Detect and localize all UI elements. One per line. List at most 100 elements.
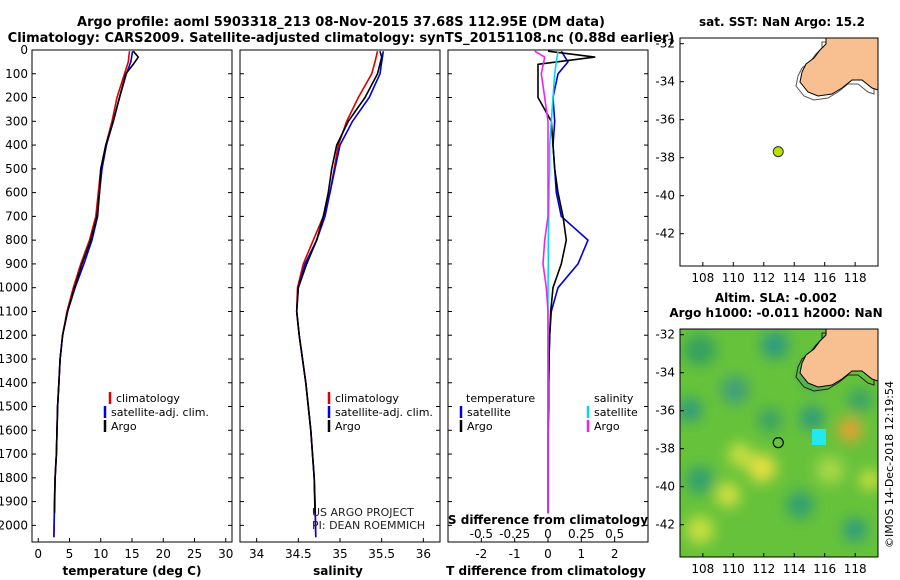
top-map-content: [680, 38, 878, 266]
argo-float-marker: [772, 146, 784, 158]
legend-satellite-label: satellite-adj. clim.: [335, 406, 433, 419]
map-lat-label: -34: [655, 366, 675, 380]
map-lon-label: 118: [844, 271, 867, 285]
depth-tick-label: 900: [5, 257, 28, 271]
x-tick-label: -2: [475, 547, 487, 561]
depth-tick-label: 1900: [0, 495, 28, 509]
x-tick-label: 30: [218, 547, 233, 561]
profile-line-argo: [53, 50, 140, 514]
x-tick-label: 34: [249, 547, 264, 561]
legend-satellite-label: satellite-adj. clim.: [111, 406, 209, 419]
depth-tick-label: 700: [5, 209, 28, 223]
map-lon-label: 110: [722, 271, 745, 285]
depth-tick-label: 300: [5, 114, 28, 128]
depth-tick-label: 100: [5, 67, 28, 81]
imos-watermark: ©IMOS 14-Dec-2018 12:19:54: [883, 381, 896, 548]
map-lat-label: -32: [655, 328, 675, 342]
temperature-legend: climatology satellite-adj. clim. Argo: [103, 392, 209, 433]
s-difference-tick-label: -0.5: [470, 527, 493, 541]
difference-x-axis: -2 -1 0 1 2 -0.5 -0.25 0 0.25 0.5: [470, 527, 625, 561]
x-tick-label: 10: [93, 547, 108, 561]
depth-tick-label: 1600: [0, 423, 28, 437]
top-map-axes: 108 110 112 114 116 118 -32 -34 -36 -38 -40 -42: [655, 37, 866, 285]
bottom-map-content: [680, 329, 878, 557]
title-line-1: Argo profile: aoml 5903318_213 08-Nov-20…: [77, 15, 605, 30]
legend-t-satellite-label: satellite: [467, 406, 511, 419]
x-tick-label: -1: [509, 547, 521, 561]
map-lat-label: -34: [655, 75, 675, 89]
legend-climatology-label: climatology: [116, 392, 180, 405]
map-lat-label: -40: [655, 480, 675, 494]
map-lon-label: 116: [813, 562, 836, 576]
legend-salinity-header: salinity: [594, 392, 634, 405]
x-tick-label: 35: [332, 547, 347, 561]
top-map-land: [799, 38, 878, 97]
depth-tick-label: 1100: [0, 304, 28, 318]
profile-line-temperature-satellite: [547, 50, 589, 514]
salinity-panel-frame: [239, 49, 441, 543]
bottom-map-land: [799, 329, 878, 388]
depth-tick-label: 0: [20, 43, 28, 57]
legend-climatology-label: climatology: [335, 392, 399, 405]
map-lon-label: 108: [691, 271, 714, 285]
salinity-profiles: [295, 50, 385, 538]
salinity-legend: climatology satellite-adj. clim. Argo: [327, 392, 433, 433]
legend-s-satellite-label: satellite: [594, 406, 638, 419]
legend-s-argo-label: Argo: [594, 420, 620, 433]
top-map-title: sat. SST: NaN Argo: 15.2: [699, 15, 865, 29]
temperature-axis-label: temperature (deg C): [63, 564, 202, 578]
legend-t-argo-label: Argo: [467, 420, 493, 433]
title-line-2: Climatology: CARS2009. Satellite-adjuste…: [8, 31, 675, 46]
map-lon-label: 112: [752, 562, 775, 576]
sla-cyan-anomaly: [812, 429, 826, 445]
map-lon-label: 114: [783, 271, 806, 285]
depth-tick-label: 1500: [0, 400, 28, 414]
legend-temperature-header: temperature: [466, 392, 535, 405]
bottom-map-title-2: Argo h1000: -0.011 h2000: NaN: [669, 306, 882, 320]
x-tick-label: 0: [544, 547, 552, 561]
profile-line-satellite-adj-clim-: [295, 51, 385, 538]
depth-tick-label: 1800: [0, 471, 28, 485]
map-lat-label: -38: [655, 151, 675, 165]
profile-line-argo: [295, 50, 383, 514]
map-lon-label: 116: [813, 271, 836, 285]
x-tick-label: 5: [66, 547, 74, 561]
s-difference-tick-label: 0: [544, 527, 552, 541]
profile-line-temperature-argo: [537, 50, 596, 514]
map-lon-label: 108: [691, 562, 714, 576]
x-tick-label: 20: [156, 547, 171, 561]
map-lat-label: -36: [655, 404, 675, 418]
top-map-frame: [679, 37, 879, 267]
sla-anomaly-field: [680, 331, 878, 544]
legend-argo-label: Argo: [335, 420, 361, 433]
bottom-map-axes: 108 110 112 114 116 118 -32 -34 -36 -38 -40 -42: [655, 328, 866, 576]
map-lat-label: -42: [655, 227, 675, 241]
profile-line-climatology: [295, 51, 379, 538]
map-lon-label: 114: [783, 562, 806, 576]
map-lat-label: -40: [655, 189, 675, 203]
x-tick-label: 25: [187, 547, 202, 561]
map-lon-label: 118: [844, 562, 867, 576]
map-lat-label: -38: [655, 442, 675, 456]
s-difference-tick-label: 0.5: [605, 527, 624, 541]
depth-tick-label: 800: [5, 233, 28, 247]
profile-line-salinity-argo: [534, 50, 549, 514]
x-tick-label: 36: [416, 547, 431, 561]
map-lat-label: -42: [655, 518, 675, 532]
credit-line-1: US ARGO PROJECT: [312, 506, 414, 519]
bottom-map-title-1: Altim. SLA: -0.002: [715, 291, 837, 305]
depth-tick-label: 1200: [0, 328, 28, 342]
temperature-x-axis: 0 5 10 15 20 25 30: [34, 538, 233, 561]
map-lat-label: -32: [655, 37, 675, 51]
x-tick-label: 35.5: [368, 547, 395, 561]
depth-tick-label: 1300: [0, 352, 28, 366]
temperature-profiles: [53, 50, 140, 538]
depth-axis: 0 100 200 300 400 500 600 700 800 900 1000 1100 1200…: [0, 43, 648, 532]
depth-tick-label: 2000: [0, 518, 28, 532]
legend-argo-label: Argo: [111, 420, 137, 433]
depth-tick-label: 200: [5, 91, 28, 105]
map-lon-label: 112: [752, 271, 775, 285]
profile-line-climatology: [53, 51, 131, 538]
map-lat-label: -36: [655, 113, 675, 127]
